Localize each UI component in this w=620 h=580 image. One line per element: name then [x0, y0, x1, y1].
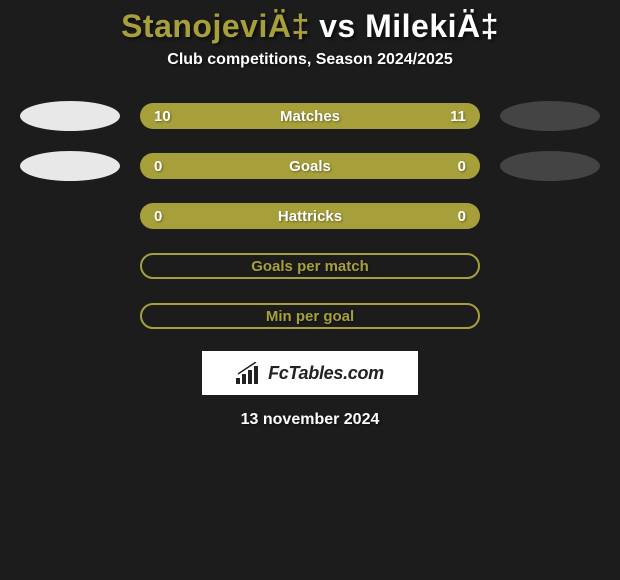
stat-bar-empty: Goals per match: [140, 253, 480, 279]
player2-marker: [500, 101, 600, 131]
vs-text: vs: [319, 8, 356, 44]
player1-marker: [20, 151, 120, 181]
stat-right-value: 0: [442, 208, 466, 225]
stat-bar-empty: Min per goal: [140, 303, 480, 329]
stats-list: 10 Matches 11 0 Goals 0 0 Hattricks 0 Goals per m…: [0, 101, 620, 331]
stat-row: 0 Goals 0: [0, 151, 620, 181]
stat-label: Matches: [280, 108, 340, 125]
spacer: [500, 301, 600, 331]
page-title: StanojeviÄ‡ vs MilekiÄ‡: [0, 8, 620, 45]
stat-label: Goals per match: [251, 258, 369, 275]
player2-marker: [500, 151, 600, 181]
stat-label: Goals: [289, 158, 331, 175]
spacer: [20, 201, 120, 231]
stat-right-value: 11: [442, 108, 466, 125]
spacer: [500, 251, 600, 281]
comparison-card: StanojeviÄ‡ vs MilekiÄ‡ Club competition…: [0, 0, 620, 429]
date-text: 13 november 2024: [0, 411, 620, 429]
player1-name: StanojeviÄ‡: [121, 8, 310, 44]
stat-bar: 0 Goals 0: [140, 153, 480, 179]
stat-label: Hattricks: [278, 208, 342, 225]
stat-row: 10 Matches 11: [0, 101, 620, 131]
stat-left-value: 0: [154, 158, 178, 175]
stat-left-value: 10: [154, 108, 178, 125]
logo-box[interactable]: FcTables.com: [202, 351, 418, 395]
player1-marker: [20, 101, 120, 131]
stat-label: Min per goal: [266, 308, 354, 325]
stat-row: Min per goal: [0, 301, 620, 331]
subtitle: Club competitions, Season 2024/2025: [0, 51, 620, 69]
logo-text: FcTables.com: [268, 363, 384, 384]
spacer: [500, 201, 600, 231]
chart-icon: [236, 362, 262, 384]
stat-left-value: 0: [154, 208, 178, 225]
stat-bar: 10 Matches 11: [140, 103, 480, 129]
stat-row: 0 Hattricks 0: [0, 201, 620, 231]
stat-right-value: 0: [442, 158, 466, 175]
player2-name: MilekiÄ‡: [365, 8, 499, 44]
spacer: [20, 301, 120, 331]
stat-bar: 0 Hattricks 0: [140, 203, 480, 229]
spacer: [20, 251, 120, 281]
stat-row: Goals per match: [0, 251, 620, 281]
